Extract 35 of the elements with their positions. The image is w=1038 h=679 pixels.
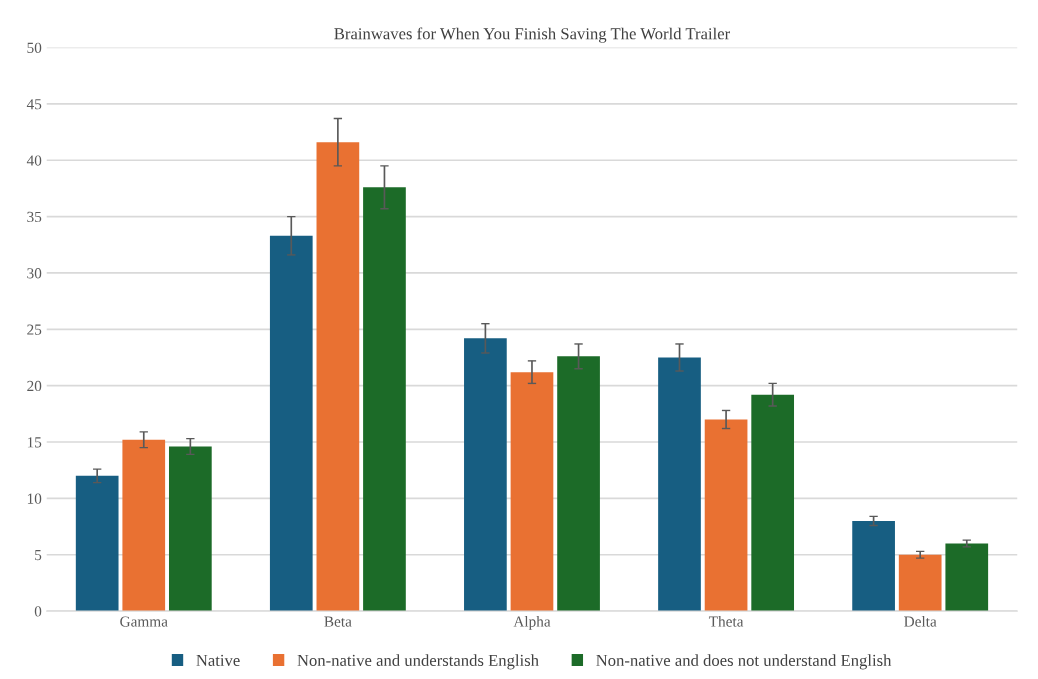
x-tick-label: Gamma	[120, 616, 168, 627]
bar	[122, 439, 166, 612]
bar	[169, 446, 212, 612]
x-tick-label: Alpha	[513, 615, 551, 630]
y-tick-label: 10	[27, 493, 42, 504]
bar	[316, 142, 360, 612]
y-tick-label: 45	[26, 99, 42, 110]
legend-label: Native	[196, 654, 240, 667]
y-tick-label: 15	[27, 437, 42, 448]
y-tick-label: 40	[26, 155, 42, 166]
legend-label: Non-native and does not understand English	[596, 654, 892, 670]
x-tick-label: Delta	[904, 615, 937, 627]
y-tick-label: 35	[27, 211, 42, 223]
bar	[898, 554, 942, 612]
bar	[658, 357, 701, 612]
bar	[557, 356, 600, 612]
bar	[852, 520, 895, 612]
bar	[751, 394, 795, 612]
x-tick-label: Theta	[708, 615, 744, 627]
bar	[269, 235, 313, 612]
bar	[464, 338, 507, 612]
bar	[363, 187, 406, 612]
y-tick-label: 0	[34, 606, 42, 617]
bar	[704, 419, 748, 612]
bar	[75, 475, 119, 612]
chart-title: Brainwaves for When You Finish Saving The World Trailer	[334, 27, 731, 43]
x-tick-label: Beta	[324, 616, 352, 627]
bar	[510, 372, 554, 612]
legend-label: Non-native and understands English	[297, 654, 539, 670]
y-tick-label: 25	[27, 324, 42, 335]
y-tick-label: 50	[27, 42, 42, 53]
y-tick-label: 20	[27, 380, 42, 392]
y-tick-label: 30	[27, 268, 42, 279]
y-tick-label: 5	[35, 550, 42, 561]
bar	[945, 543, 989, 612]
